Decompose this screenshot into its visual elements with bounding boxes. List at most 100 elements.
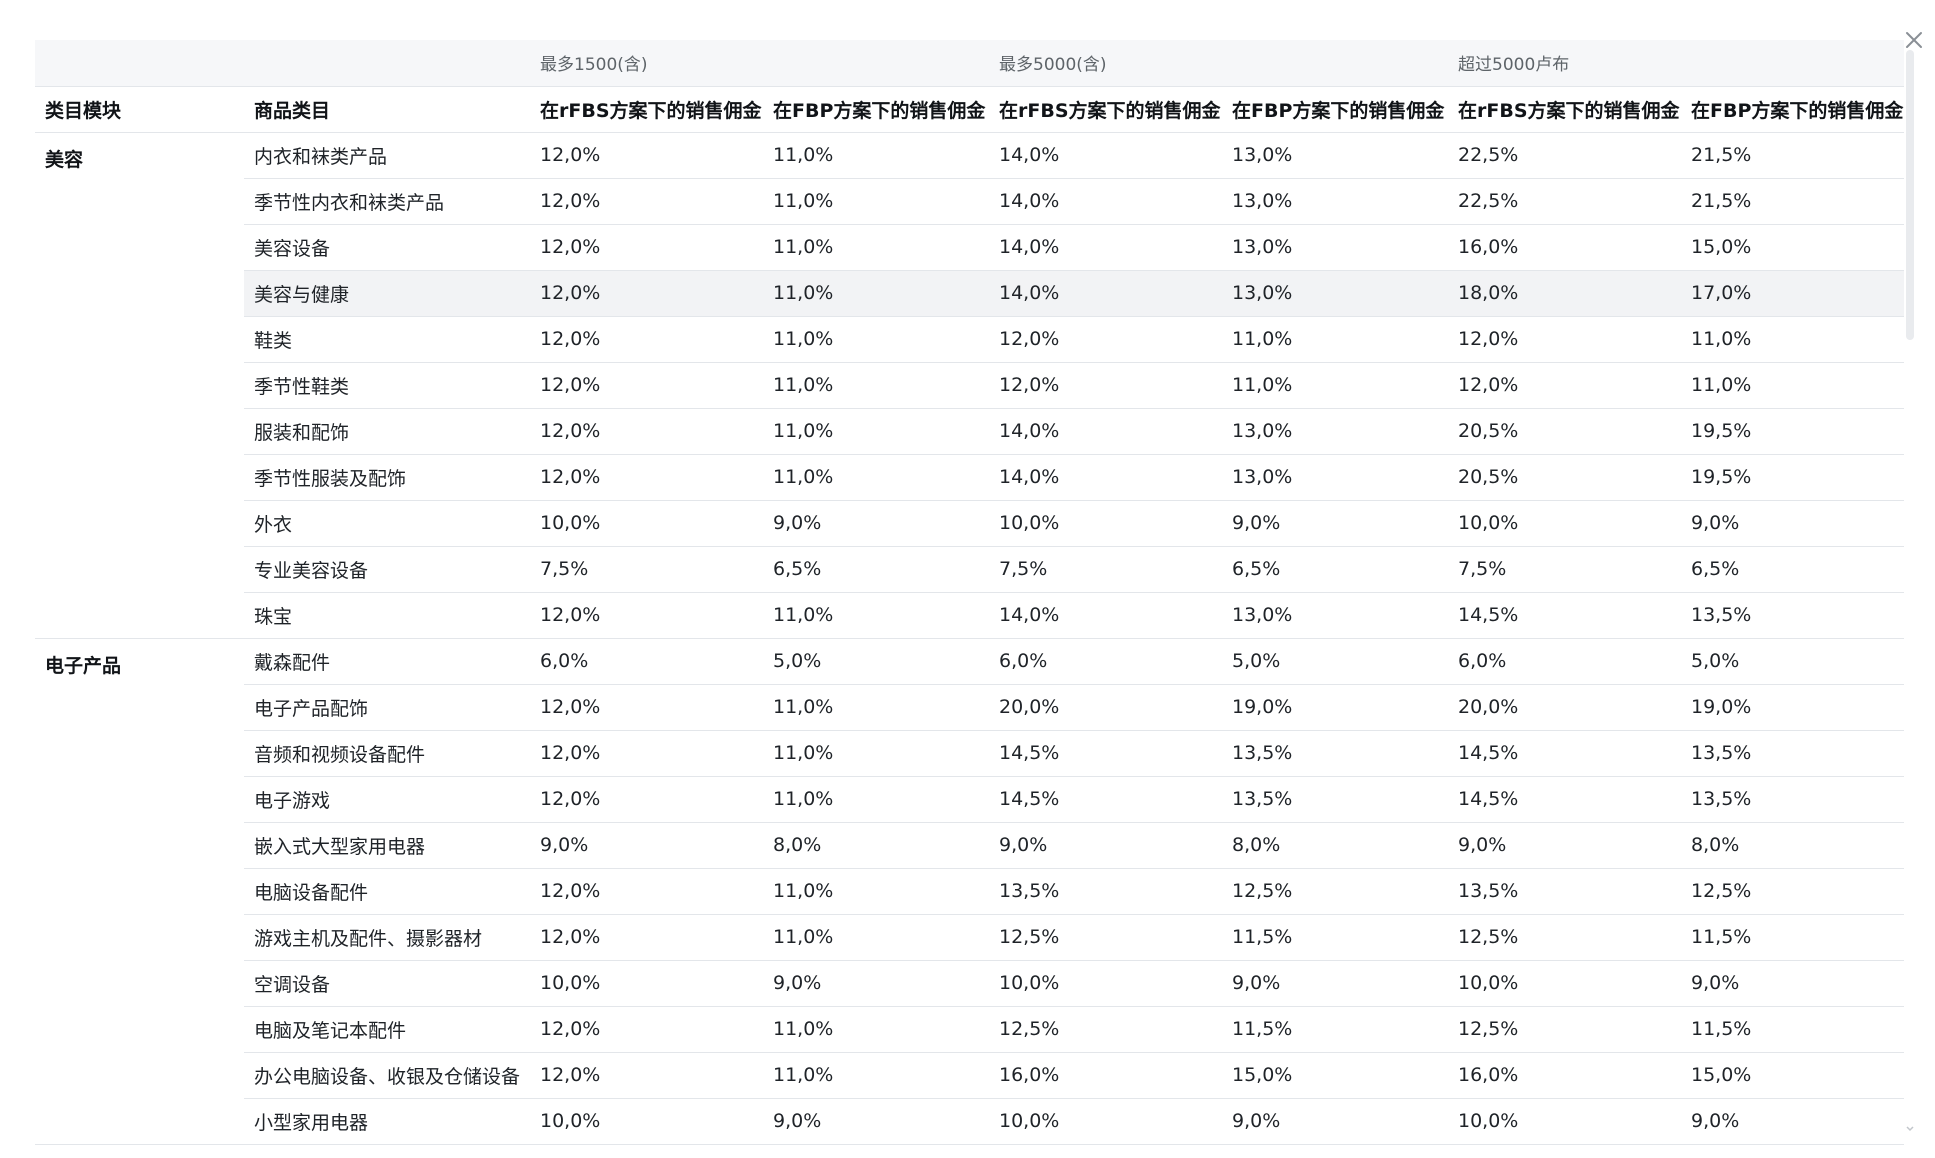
commission-value: 12,0% <box>1448 316 1681 363</box>
commission-value: 10,0% <box>1448 1098 1681 1145</box>
table-row: 电子产品配饰 12,0% 11,0% 20,0% 19,0% 20,0% 19,0% <box>35 684 1904 731</box>
commission-value: 5,0% <box>1681 638 1904 685</box>
category-name: 嵌入式大型家用电器 <box>244 822 530 869</box>
commission-value: 14,0% <box>989 224 1222 271</box>
commission-value: 6,5% <box>1681 546 1904 593</box>
commission-value: 11,0% <box>763 454 989 501</box>
category-name: 美容与健康 <box>244 270 530 317</box>
commission-value: 12,0% <box>530 868 763 915</box>
column-header: 在rFBS方案下的销售佣金 <box>1448 86 1681 133</box>
commission-value: 14,0% <box>989 592 1222 639</box>
vertical-scrollbar[interactable] <box>1906 40 1914 1150</box>
column-header: 在FBP方案下的销售佣金 <box>763 86 989 133</box>
commission-value: 12,5% <box>1222 868 1448 915</box>
table-scroll-area[interactable]: 最多1500(含) 最多5000(含) 超过5000卢布 类目模块 商品类目 在… <box>35 40 1904 1150</box>
table-row: 游戏主机及配件、摄影器材 12,0% 11,0% 12,5% 11,5% 12,5% 11,… <box>35 914 1904 961</box>
commission-value: 9,0% <box>530 822 763 869</box>
commission-value: 9,0% <box>1222 960 1448 1007</box>
commission-value: 9,0% <box>1222 500 1448 547</box>
commission-value: 11,0% <box>1681 316 1904 363</box>
commission-value: 12,0% <box>530 362 763 409</box>
price-group-header-row: 最多1500(含) 最多5000(含) 超过5000卢布 <box>35 40 1904 87</box>
commission-value: 11,5% <box>1681 914 1904 961</box>
commission-value: 11,5% <box>1222 914 1448 961</box>
commission-value: 11,0% <box>763 132 989 179</box>
commission-value: 11,0% <box>1222 362 1448 409</box>
column-header: 在rFBS方案下的销售佣金 <box>530 86 763 133</box>
commission-value: 9,0% <box>1448 822 1681 869</box>
commission-value: 12,5% <box>1448 914 1681 961</box>
commission-value: 9,0% <box>1222 1098 1448 1145</box>
commission-value: 9,0% <box>763 960 989 1007</box>
commission-value: 7,5% <box>530 546 763 593</box>
commission-value: 11,0% <box>763 270 989 317</box>
commission-value: 16,0% <box>1448 224 1681 271</box>
column-header: 在FBP方案下的销售佣金 <box>1222 86 1448 133</box>
commission-value: 7,5% <box>989 546 1222 593</box>
price-group-header: 超过5000卢布 <box>1448 40 1904 87</box>
column-header-row: 类目模块 商品类目 在rFBS方案下的销售佣金 在FBP方案下的销售佣金 在rF… <box>35 86 1904 133</box>
commission-value: 14,5% <box>989 730 1222 777</box>
commission-value: 9,0% <box>763 500 989 547</box>
commission-value: 15,0% <box>1681 224 1904 271</box>
commission-value: 10,0% <box>1448 500 1681 547</box>
commission-value: 11,0% <box>763 224 989 271</box>
module-name: 美容 <box>35 132 244 639</box>
commission-value: 13,0% <box>1222 454 1448 501</box>
commission-value: 7,5% <box>1448 546 1681 593</box>
group-header-empty <box>244 40 530 87</box>
commission-value: 12,0% <box>530 408 763 455</box>
close-button[interactable] <box>1900 26 1928 54</box>
commission-value: 11,0% <box>763 592 989 639</box>
commission-value: 10,0% <box>989 500 1222 547</box>
commission-value: 12,0% <box>530 454 763 501</box>
price-group-header: 最多1500(含) <box>530 40 989 87</box>
table-row: 美容 内衣和袜类产品 12,0% 11,0% 14,0% 13,0% 22,5% 21,5% <box>35 132 1904 639</box>
category-name: 游戏主机及配件、摄影器材 <box>244 914 530 961</box>
column-header: 在FBP方案下的销售佣金 <box>1681 86 1904 133</box>
commission-value: 12,0% <box>530 684 763 731</box>
module-name: 电子产品 <box>35 638 244 1145</box>
commission-value: 13,5% <box>1222 730 1448 777</box>
table-row: 鞋类 12,0% 11,0% 12,0% 11,0% 12,0% 11,0% <box>35 316 1904 363</box>
commission-value: 20,0% <box>1448 684 1681 731</box>
scrollbar-thumb[interactable] <box>1906 50 1914 340</box>
commission-value: 5,0% <box>1222 638 1448 685</box>
commission-value: 14,5% <box>1448 730 1681 777</box>
commission-value: 6,0% <box>989 638 1222 685</box>
commission-value: 12,0% <box>989 362 1222 409</box>
close-icon <box>1906 32 1922 48</box>
table-row: 空调设备 10,0% 9,0% 10,0% 9,0% 10,0% 9,0% <box>35 960 1904 1007</box>
commission-value: 10,0% <box>530 960 763 1007</box>
commission-value: 9,0% <box>1681 1098 1904 1145</box>
commission-value: 13,0% <box>1222 408 1448 455</box>
commission-value: 11,0% <box>763 408 989 455</box>
commission-value: 11,0% <box>763 178 989 225</box>
commission-value: 12,0% <box>530 1006 763 1053</box>
commission-value: 16,0% <box>1448 1052 1681 1099</box>
commission-value: 16,0% <box>989 1052 1222 1099</box>
commission-value: 11,0% <box>763 1052 989 1099</box>
commission-value: 13,0% <box>1222 224 1448 271</box>
price-group-header: 最多5000(含) <box>989 40 1448 87</box>
commission-value: 14,5% <box>1448 592 1681 639</box>
category-name: 珠宝 <box>244 592 530 639</box>
commission-value: 6,5% <box>1222 546 1448 593</box>
commission-value: 11,0% <box>763 362 989 409</box>
commission-value: 14,5% <box>1448 776 1681 823</box>
commission-value: 12,0% <box>530 224 763 271</box>
commission-value: 13,0% <box>1222 270 1448 317</box>
column-header: 类目模块 <box>35 86 244 133</box>
category-name: 电子产品配饰 <box>244 684 530 731</box>
table-row: 美容与健康 12,0% 11,0% 14,0% 13,0% 18,0% 17,0% <box>35 270 1904 317</box>
scroll-down-arrow[interactable] <box>1906 1126 1914 1138</box>
commission-value: 11,0% <box>1681 362 1904 409</box>
commission-value: 18,0% <box>1448 270 1681 317</box>
commission-value: 9,0% <box>763 1098 989 1145</box>
commission-value: 12,0% <box>530 178 763 225</box>
table-row: 专业美容设备 7,5% 6,5% 7,5% 6,5% 7,5% 6,5% <box>35 546 1904 593</box>
commission-value: 14,0% <box>989 270 1222 317</box>
commission-value: 21,5% <box>1681 178 1904 225</box>
commission-value: 13,5% <box>1448 868 1681 915</box>
